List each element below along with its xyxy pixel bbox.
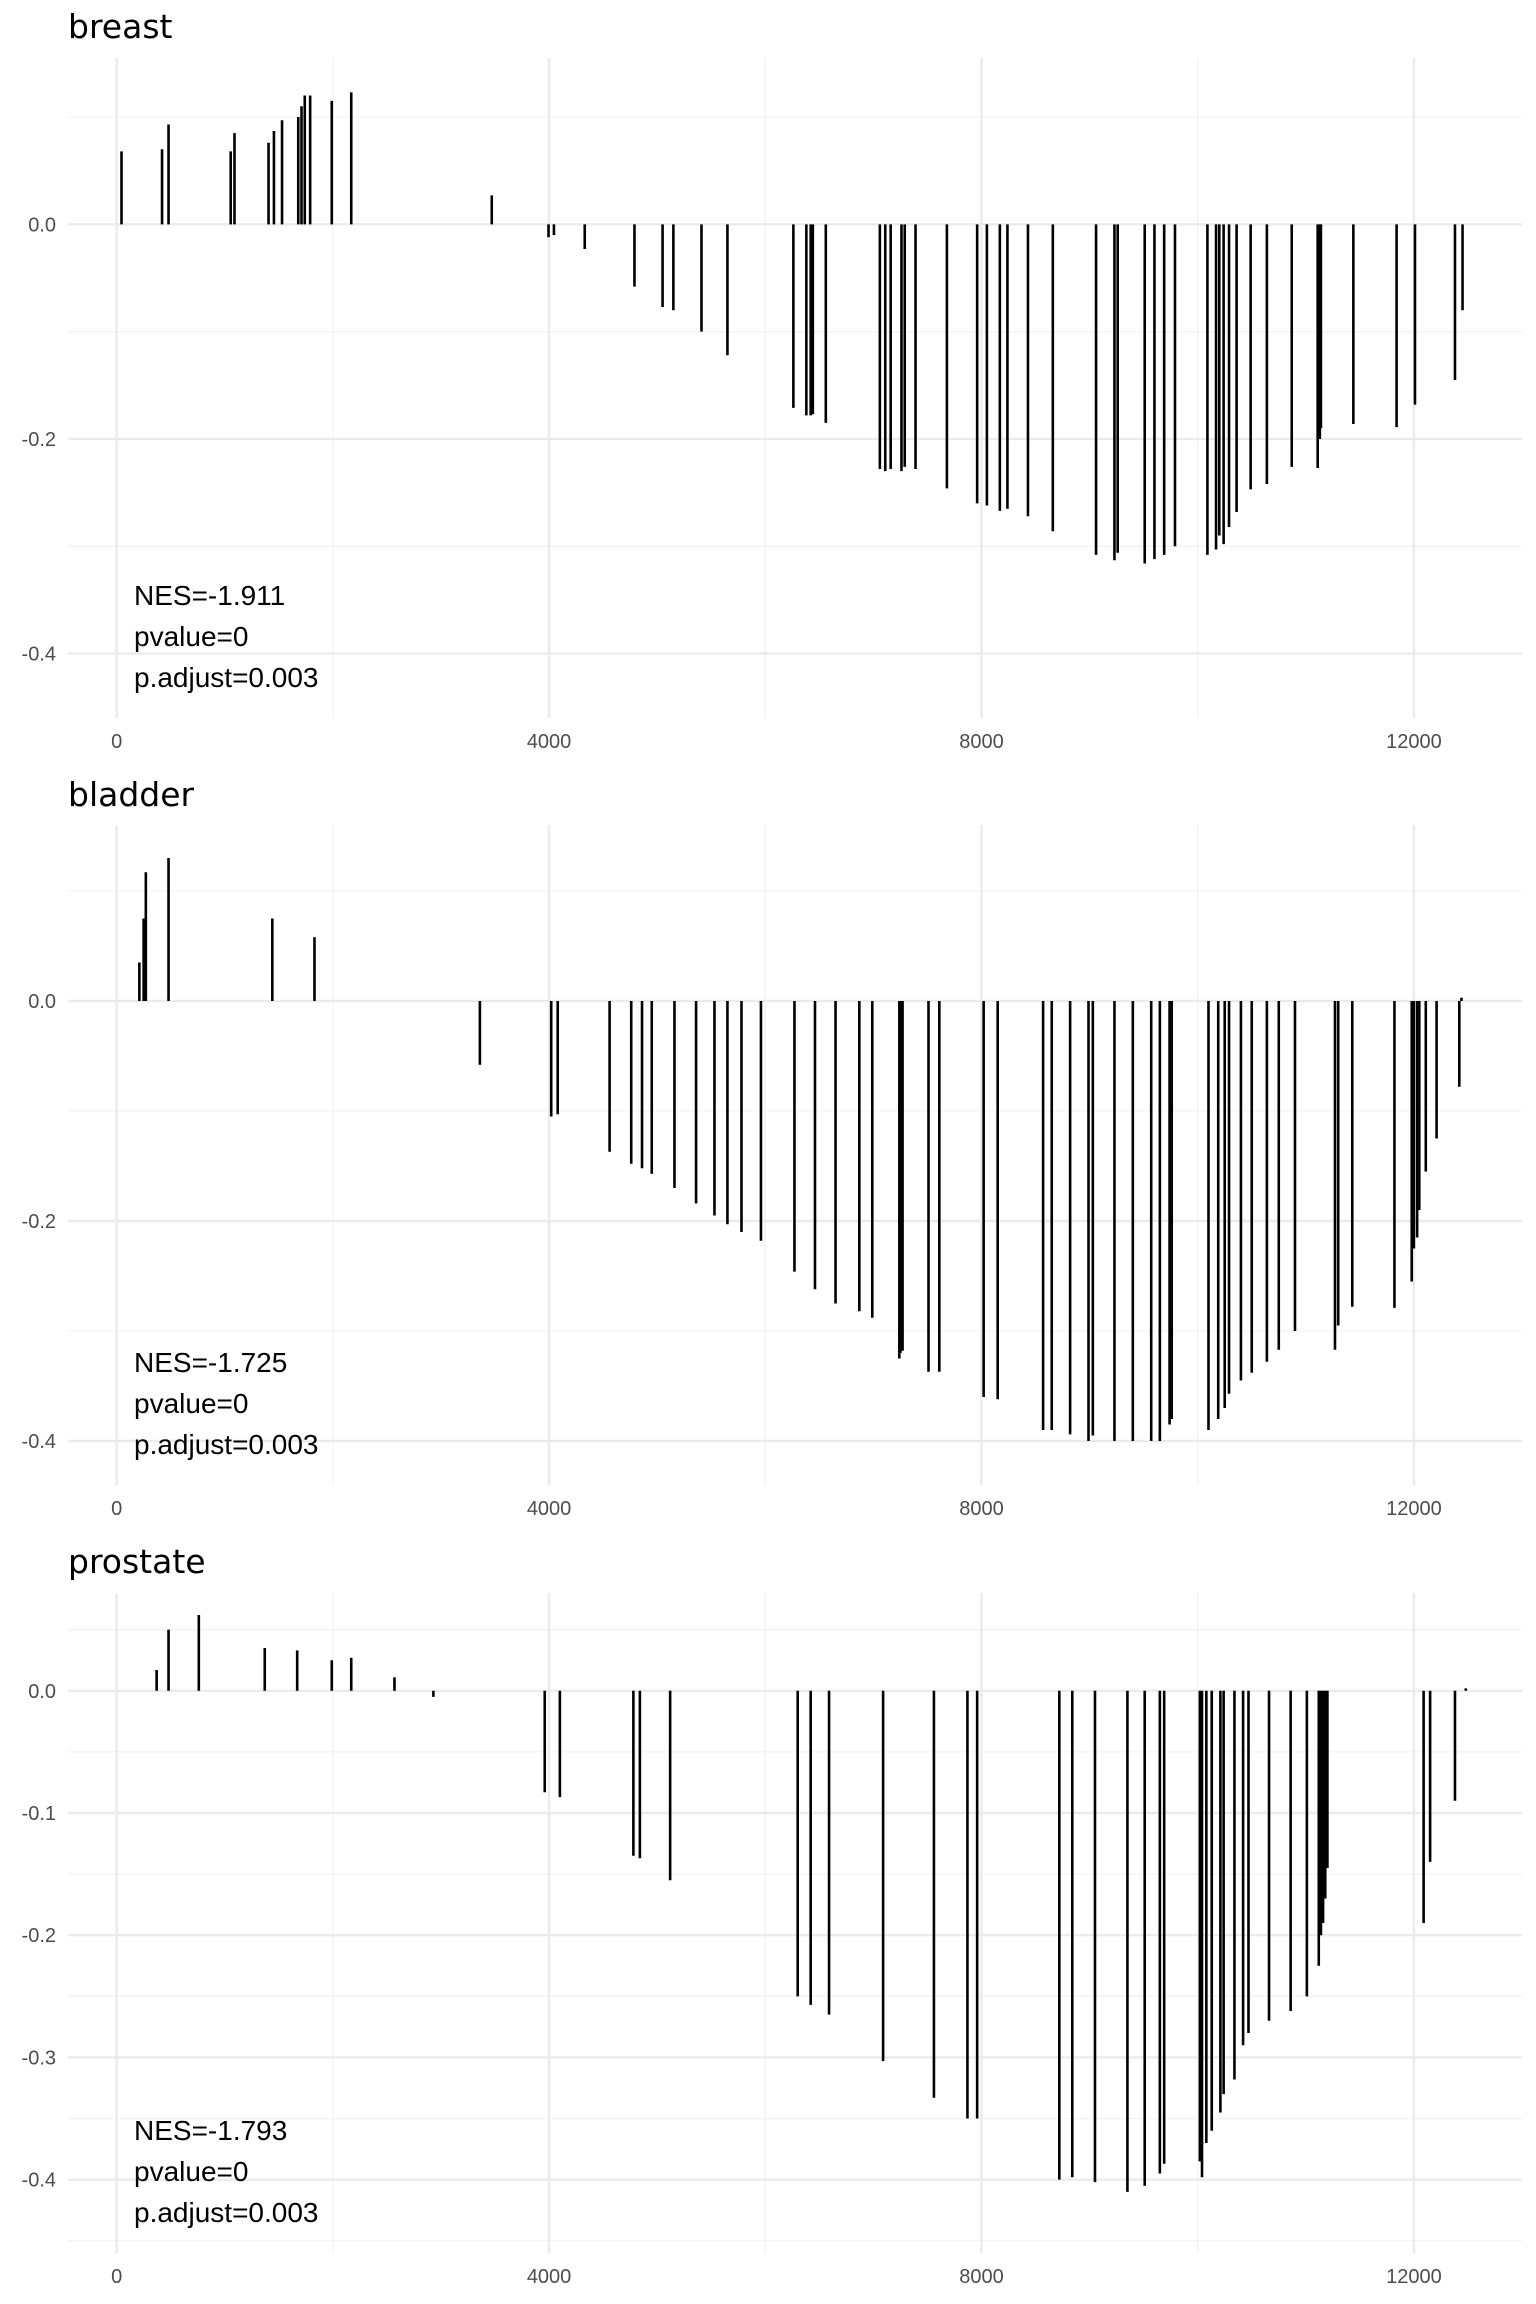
nes-label: NES=-1.911 bbox=[134, 580, 285, 611]
x-tick-label: 8000 bbox=[959, 731, 1004, 753]
y-tick-label: -0.4 bbox=[22, 644, 56, 666]
y-tick-label: -0.4 bbox=[22, 1431, 56, 1453]
y-tick-label: -0.1 bbox=[22, 1803, 56, 1825]
x-tick-label: 4000 bbox=[527, 1498, 572, 1520]
panel-title: breast bbox=[68, 7, 173, 46]
pvalue-label: pvalue=0 bbox=[134, 1388, 248, 1419]
nes-label: NES=-1.725 bbox=[134, 1347, 287, 1378]
y-tick-label: -0.3 bbox=[22, 2047, 56, 2069]
panel-title: bladder bbox=[68, 775, 195, 814]
x-tick-label: 12000 bbox=[1386, 2266, 1442, 2288]
x-tick-label: 8000 bbox=[959, 1498, 1004, 1520]
y-tick-label: -0.4 bbox=[22, 2170, 56, 2192]
y-tick-label: -0.2 bbox=[22, 1925, 56, 1947]
x-tick-label: 0 bbox=[111, 731, 122, 753]
x-tick-label: 8000 bbox=[959, 2266, 1004, 2288]
y-tick-label: -0.2 bbox=[22, 429, 56, 451]
y-tick-label: 0.0 bbox=[28, 214, 56, 236]
y-tick-label: -0.2 bbox=[22, 1211, 56, 1233]
y-tick-label: 0.0 bbox=[28, 991, 56, 1013]
y-tick-label: 0.0 bbox=[28, 1681, 56, 1703]
bladder-panel: bladder 0 4000 8000 12000 0.0 -0.2 -0.4 NES=-1… bbox=[22, 775, 1522, 1520]
nes-label: NES=-1.793 bbox=[134, 2115, 287, 2146]
x-tick-label: 4000 bbox=[527, 731, 572, 753]
pvalue-label: pvalue=0 bbox=[134, 621, 248, 652]
x-tick-label: 0 bbox=[111, 2266, 122, 2288]
padjust-label: p.adjust=0.003 bbox=[134, 662, 319, 693]
x-tick-label: 4000 bbox=[527, 2266, 572, 2288]
padjust-label: p.adjust=0.003 bbox=[134, 2197, 319, 2228]
pvalue-label: pvalue=0 bbox=[134, 2156, 248, 2187]
padjust-label: p.adjust=0.003 bbox=[134, 1429, 319, 1460]
panel-title: prostate bbox=[68, 1542, 206, 1581]
breast-panel: breast 0 4000 8000 12000 0.0 -0.2 -0.4 NES=-1.… bbox=[22, 7, 1522, 753]
x-tick-label: 12000 bbox=[1386, 731, 1442, 753]
prostate-panel: prostate 0 4000 8000 12000 0.0 -0.1 -0.2 -0.3 -0… bbox=[22, 1542, 1522, 2288]
x-tick-label: 12000 bbox=[1386, 1498, 1442, 1520]
x-tick-label: 0 bbox=[111, 1498, 122, 1520]
